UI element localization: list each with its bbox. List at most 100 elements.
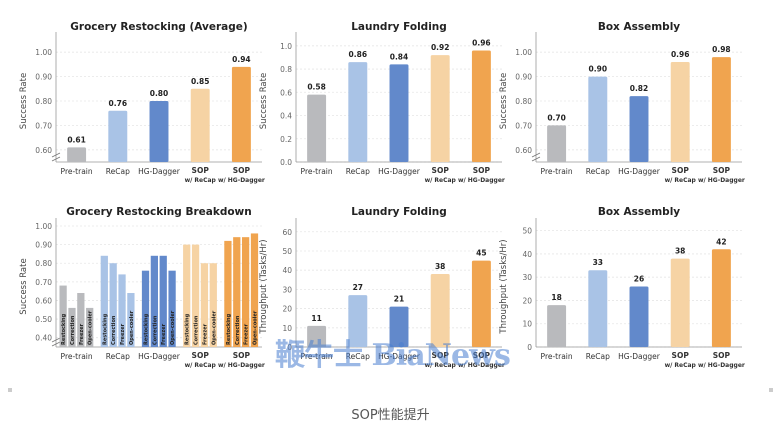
bar bbox=[471, 50, 491, 163]
bar-sublabel: Restocking bbox=[102, 313, 108, 345]
y-tick-label: 0.70 bbox=[35, 278, 52, 287]
y-tick-label: 0.2 bbox=[280, 135, 292, 144]
figure-caption: SOP性能提升 bbox=[351, 408, 430, 423]
y-tick-label: 0.8 bbox=[280, 65, 292, 74]
bar-sublabel: Freezer bbox=[244, 323, 250, 345]
x-tick-label: Pre-train bbox=[301, 167, 333, 176]
y-tick-label: 10 bbox=[282, 324, 292, 333]
bar bbox=[711, 57, 731, 162]
x-tick-label: HG-Dagger bbox=[618, 167, 661, 176]
bar bbox=[168, 270, 176, 347]
bar-value-label: 38 bbox=[675, 247, 685, 256]
bar-sublabel: Restocking bbox=[185, 313, 191, 345]
figure: Grocery Restocking (Average) Success Rate… bbox=[19, 21, 745, 369]
bar-value-label: 0.94 bbox=[232, 55, 251, 64]
y-axis-label: Throughput (Tasks/Hr) bbox=[259, 239, 269, 334]
bar bbox=[159, 255, 167, 347]
bar bbox=[430, 55, 450, 162]
bar bbox=[547, 125, 567, 162]
bar-sublabel: Correction bbox=[235, 315, 241, 345]
bar-value-label: 0.96 bbox=[671, 50, 690, 59]
x-tick-label: HG-Dagger bbox=[138, 352, 181, 361]
bar bbox=[68, 307, 76, 347]
bar-value-label: 21 bbox=[394, 295, 404, 304]
y-tick-label: 0.90 bbox=[515, 73, 532, 82]
bar-sublabel: Open-cooler bbox=[170, 310, 176, 345]
bar-value-label: 38 bbox=[435, 262, 445, 271]
y-tick-label: 0.80 bbox=[35, 97, 52, 106]
x-tick-label: SOP bbox=[432, 351, 450, 360]
x-tick-sublabel: w/ ReCap bbox=[185, 177, 217, 184]
y-axis-label: Success Rate bbox=[19, 73, 29, 129]
bar-value-label: 11 bbox=[311, 314, 321, 323]
bar-value-label: 33 bbox=[593, 258, 603, 267]
y-tick-label: 0.60 bbox=[35, 296, 52, 305]
y-tick-label: 0.60 bbox=[515, 146, 532, 155]
bar bbox=[307, 94, 327, 162]
bar bbox=[711, 249, 731, 347]
x-tick-label: SOP bbox=[233, 351, 251, 360]
y-tick-label: 0.70 bbox=[515, 121, 532, 130]
x-tick-sublabel: w/ HG-Dagger bbox=[458, 177, 505, 184]
bar-sublabel: Open-cooler bbox=[88, 310, 94, 345]
x-tick-label: SOP bbox=[473, 351, 491, 360]
bar bbox=[59, 285, 67, 347]
chart-title: Grocery Restocking (Average) bbox=[70, 21, 247, 33]
bar-sublabel: Restocking bbox=[144, 313, 150, 345]
x-tick-label: Pre-train bbox=[541, 352, 573, 361]
chart-title: Box Assembly bbox=[598, 21, 680, 33]
y-tick-label: 0.90 bbox=[35, 241, 52, 250]
y-tick-label: 0.40 bbox=[35, 334, 52, 343]
x-tick-label: Pre-train bbox=[61, 167, 93, 176]
x-tick-sublabel: w/ HG-Dagger bbox=[698, 177, 745, 184]
bar-value-label: 26 bbox=[634, 275, 644, 284]
y-tick-label: 0 bbox=[287, 343, 292, 352]
bar bbox=[118, 274, 126, 347]
bar-sublabel: Freezer bbox=[161, 323, 167, 345]
axis-break-mark bbox=[531, 152, 541, 162]
bar-sublabel: Freezer bbox=[120, 323, 126, 345]
y-tick-label: 1.0 bbox=[280, 42, 292, 51]
x-tick-label: HG-Dagger bbox=[138, 167, 181, 176]
bar bbox=[150, 255, 158, 347]
x-tick-label: SOP bbox=[192, 351, 210, 360]
y-tick-label: 0.60 bbox=[35, 146, 52, 155]
x-tick-label: Pre-train bbox=[301, 352, 333, 361]
y-tick-label: 0.70 bbox=[35, 121, 52, 130]
x-tick-label: SOP bbox=[192, 166, 210, 175]
x-tick-sublabel: w/ ReCap bbox=[665, 177, 697, 184]
bar-value-label: 0.70 bbox=[547, 113, 566, 122]
x-tick-label: SOP bbox=[233, 166, 251, 175]
y-tick-label: 0.0 bbox=[280, 158, 292, 167]
chart-title: Grocery Restocking Breakdown bbox=[66, 206, 251, 218]
x-tick-label: ReCap bbox=[106, 352, 130, 361]
bar-sublabel: Restocking bbox=[226, 313, 232, 345]
bar bbox=[670, 258, 690, 347]
bar bbox=[588, 270, 608, 347]
bar bbox=[348, 62, 368, 163]
bar bbox=[149, 101, 169, 162]
y-tick-label: 0.80 bbox=[515, 97, 532, 106]
bar bbox=[242, 237, 250, 347]
y-axis-label: Throughput (Tasks/Hr) bbox=[499, 239, 509, 334]
watermark: 鞭牛士 BiaNews bbox=[275, 338, 511, 373]
bar-value-label: 0.96 bbox=[472, 38, 491, 47]
bar-sublabel: Freezer bbox=[202, 323, 208, 345]
x-tick-sublabel: w/ HG-Dagger bbox=[218, 177, 265, 184]
y-tick-label: 0.6 bbox=[280, 88, 292, 97]
chart-title: Laundry Folding bbox=[351, 21, 447, 33]
bar-value-label: 45 bbox=[476, 249, 486, 258]
bar bbox=[190, 88, 210, 162]
x-tick-label: SOP bbox=[713, 166, 731, 175]
bar bbox=[109, 263, 117, 347]
y-tick-label: 1.00 bbox=[35, 48, 52, 57]
x-tick-label: HG-Dagger bbox=[378, 167, 421, 176]
y-tick-label: 50 bbox=[522, 227, 532, 236]
y-axis-label: Success Rate bbox=[499, 73, 509, 129]
x-tick-sublabel: w/ ReCap bbox=[425, 177, 457, 184]
x-tick-sublabel: w/ HG-Dagger bbox=[698, 362, 745, 369]
x-tick-label: Pre-train bbox=[61, 352, 93, 361]
y-axis-label: Success Rate bbox=[19, 258, 29, 314]
bar bbox=[77, 293, 85, 347]
y-tick-label: 0.4 bbox=[280, 112, 292, 121]
